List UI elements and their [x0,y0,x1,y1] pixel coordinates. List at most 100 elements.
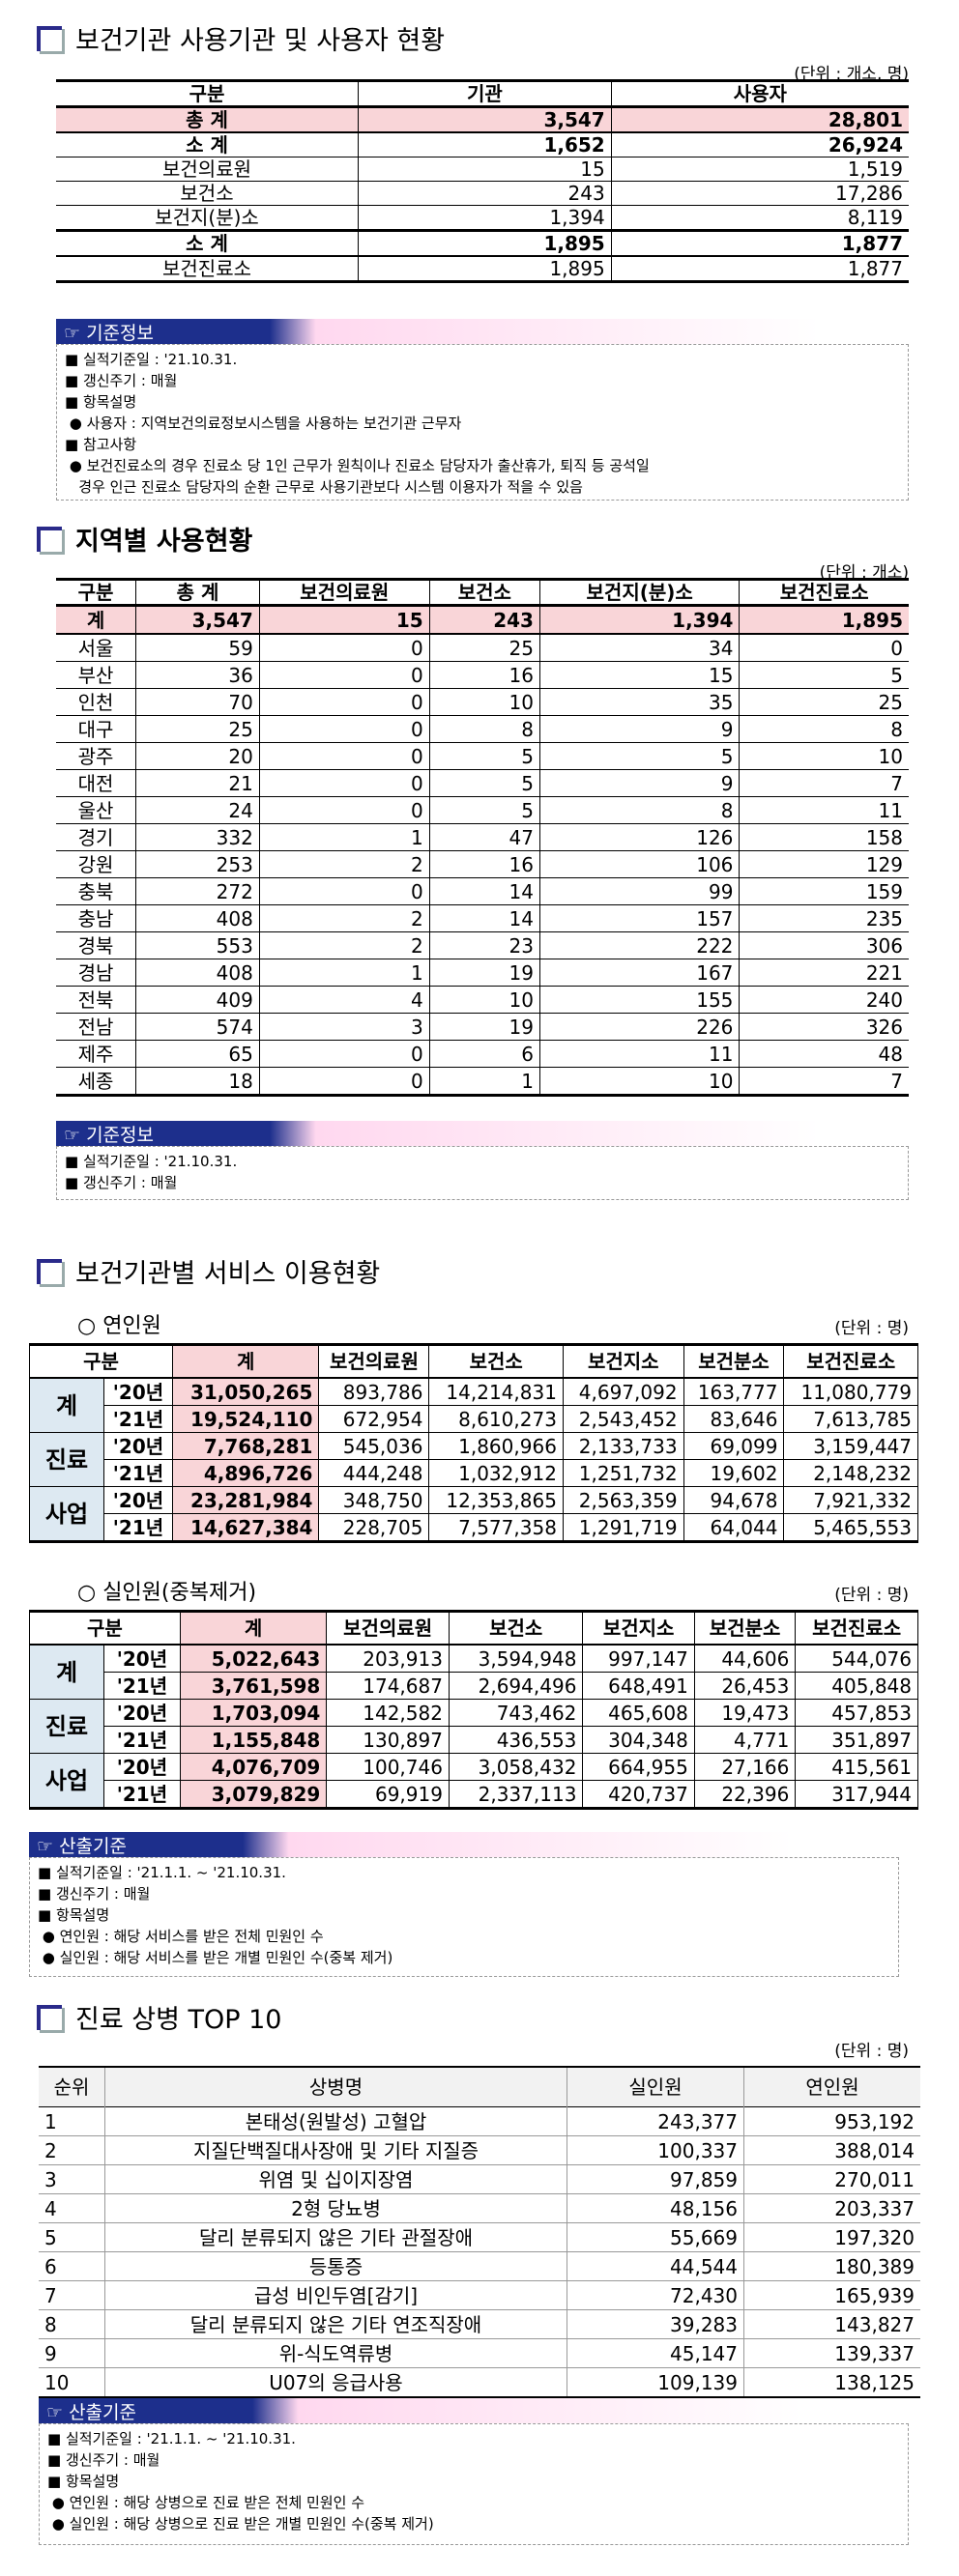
table-row: 진료 '20년 1,703,094 142,582 743,462 465,608 19,4… [29,1699,918,1754]
table-row: 총 계 3,547 28,801 [56,106,909,132]
cell-value: 1,291,719 [562,1513,684,1542]
cell-value: 203,337 [743,2193,920,2223]
cell-value: 10 [739,742,909,770]
note-line: 경우 인근 진료소 담당자의 순환 근무로 사용기관보다 시스템 이용자가 적을… [65,478,583,496]
cell-value: 126 [538,823,740,851]
cell-value: 3,058,432 [448,1753,584,1781]
table-row: 소 계 1,652 26,924 [56,132,909,157]
cell-value: 0 [258,796,430,824]
cell-value: 0 [258,877,430,905]
cell-value: 1,895 [358,256,612,282]
cell-value: 3,079,829 [179,1780,328,1809]
column-header: 연인원 [743,2067,920,2107]
cell-value: 197,320 [743,2222,920,2252]
cell-value: 15 [358,157,612,182]
table-row: 8 달리 분류되지 않은 기타 연조직장애 39,283 143,827 [39,2309,920,2339]
cell-value: 0 [258,1067,430,1096]
table-row: 경북 553 2 23 222 306 [56,931,909,959]
region-label: 경북 [77,933,114,958]
note-line: ■ 갱신주기 : 매월 [65,372,178,389]
cell-value: 26,453 [693,1672,797,1700]
cell-value: 26,924 [610,132,909,157]
column-header: 구분 [77,581,114,604]
note-line: ■ 참고사항 [65,436,137,453]
cell-value: 574 [135,1013,260,1041]
cell-value: 8,119 [610,205,909,231]
cell-value: 306 [739,931,909,959]
cell-value: 70 [135,688,260,716]
cell-value: 59 [135,634,260,662]
cell-value: 408 [135,904,260,932]
table-row: '21년 1,155,848 130,897 436,553 304,348 4,771 3… [30,1726,918,1754]
cell-value: 0 [258,769,430,797]
cell-value: 163,777 [683,1377,785,1406]
table-row: '21년 4,896,726 444,248 1,032,912 1,251,732 19… [30,1459,918,1487]
table-row: 인천 70 0 10 35 25 [56,688,909,716]
cell-value: 3,761,598 [179,1672,328,1700]
column-header: 구분 [29,1611,181,1646]
disease-name: 달리 분류되지 않은 기타 관절장애 [104,2222,567,2252]
cell-value: 0 [258,742,430,770]
group-label: 계 [29,1377,104,1433]
cell-value: 100,337 [567,2135,744,2165]
cell-value: 0 [258,715,430,743]
cell-value: 2,563,359 [562,1486,684,1514]
table-row: 7 급성 비인두염[감기] 72,430 165,939 [39,2280,920,2310]
cell-value: 8 [538,796,740,824]
cell-value: 174,687 [326,1672,450,1700]
unit-label: (단위 : 명) [834,1586,909,1605]
region-label: 대전 [77,771,114,795]
cell-value: 3,594,948 [448,1644,584,1673]
cell-value: 19 [428,959,540,987]
table-row: 광주 20 0 5 5 10 [56,742,909,770]
disease-name: 지질단백질대사장애 및 기타 지질증 [104,2135,567,2165]
cell-value: 23,281,984 [171,1486,320,1514]
column-header: 보건진료소 [739,579,909,606]
table-row: 계 '20년 5,022,643 203,913 3,594,948 997,147 44,… [29,1644,918,1700]
row-label: 소 계 [186,232,228,255]
table-row: 대구 25 0 8 9 8 [56,715,909,743]
table-row: '21년 14,627,384 228,705 7,577,358 1,291,719 6… [29,1513,918,1542]
cell-value: 24 [135,796,260,824]
agency-user-table: 구분 기관 사용자 총 계 3,547 28,801 소 계 1,652 26,924 보건의료원… [56,79,909,283]
note-box: ■ 실적기준일 : '21.1.1. ~ '21.10.31. ■ 갱신주기 : … [29,1857,899,1977]
cell-value: 5 [428,742,540,770]
cell-value: 326 [739,1013,909,1041]
cell-value: 143,827 [743,2309,920,2339]
cell-value: 19,473 [693,1699,797,1727]
note-line: ● 보건진료소의 경우 진료소 당 1인 근무가 원칙이나 진료소 담당자가 출… [65,457,650,474]
note-box: ■ 실적기준일 : '21.10.31. ■ 갱신주기 : 매월 [56,1146,909,1200]
cell-value: 408 [135,959,260,987]
cell-value: 235 [739,904,909,932]
cell-value: 167 [538,959,740,987]
cell-value: 6 [428,1040,540,1068]
cell-value: 25 [428,634,540,662]
rank: 1 [44,2109,57,2133]
cell-value: 5 [739,661,909,689]
note-line: ■ 실적기준일 : '21.1.1. ~ '21.10.31. [47,2430,296,2447]
cell-value: 109,139 [567,2367,744,2397]
table-row: 강원 253 2 16 106 129 [56,850,909,878]
region-label: 전북 [77,987,114,1012]
table-row: 충남 408 2 14 157 235 [56,904,909,932]
year-label: '21년 [103,1405,173,1433]
cell-value: 4,771 [693,1726,797,1754]
rank: 5 [44,2225,57,2249]
top10-diseases-table: 순위 상병명 실인원 연인원 1 본태성(원발성) 고혈압 243,377 953,192 2 지… [39,2066,920,2398]
region-label: 세종 [77,1069,114,1093]
cell-value: 3,159,447 [783,1432,918,1460]
table-row: 사업 '20년 4,076,709 100,746 3,058,432 664,955 27… [29,1753,918,1809]
cell-value: 9 [538,769,740,797]
section4-title: 진료 상병 TOP 10 [37,1998,282,2036]
column-header: 보건의료원 [318,1344,430,1379]
year-label: '20년 [103,1699,181,1727]
cell-value: 28,801 [610,106,909,132]
cell-value: 953,192 [743,2106,920,2136]
cell-value: 5 [428,796,540,824]
cell-value: 11,080,779 [783,1377,918,1406]
cell-value: 139,337 [743,2338,920,2368]
table-row: 세종 18 0 1 10 7 [56,1067,909,1096]
cell-value: 228,705 [318,1513,430,1542]
group-label: 계 [29,1644,104,1700]
disease-name: 본태성(원발성) 고혈압 [104,2106,567,2136]
